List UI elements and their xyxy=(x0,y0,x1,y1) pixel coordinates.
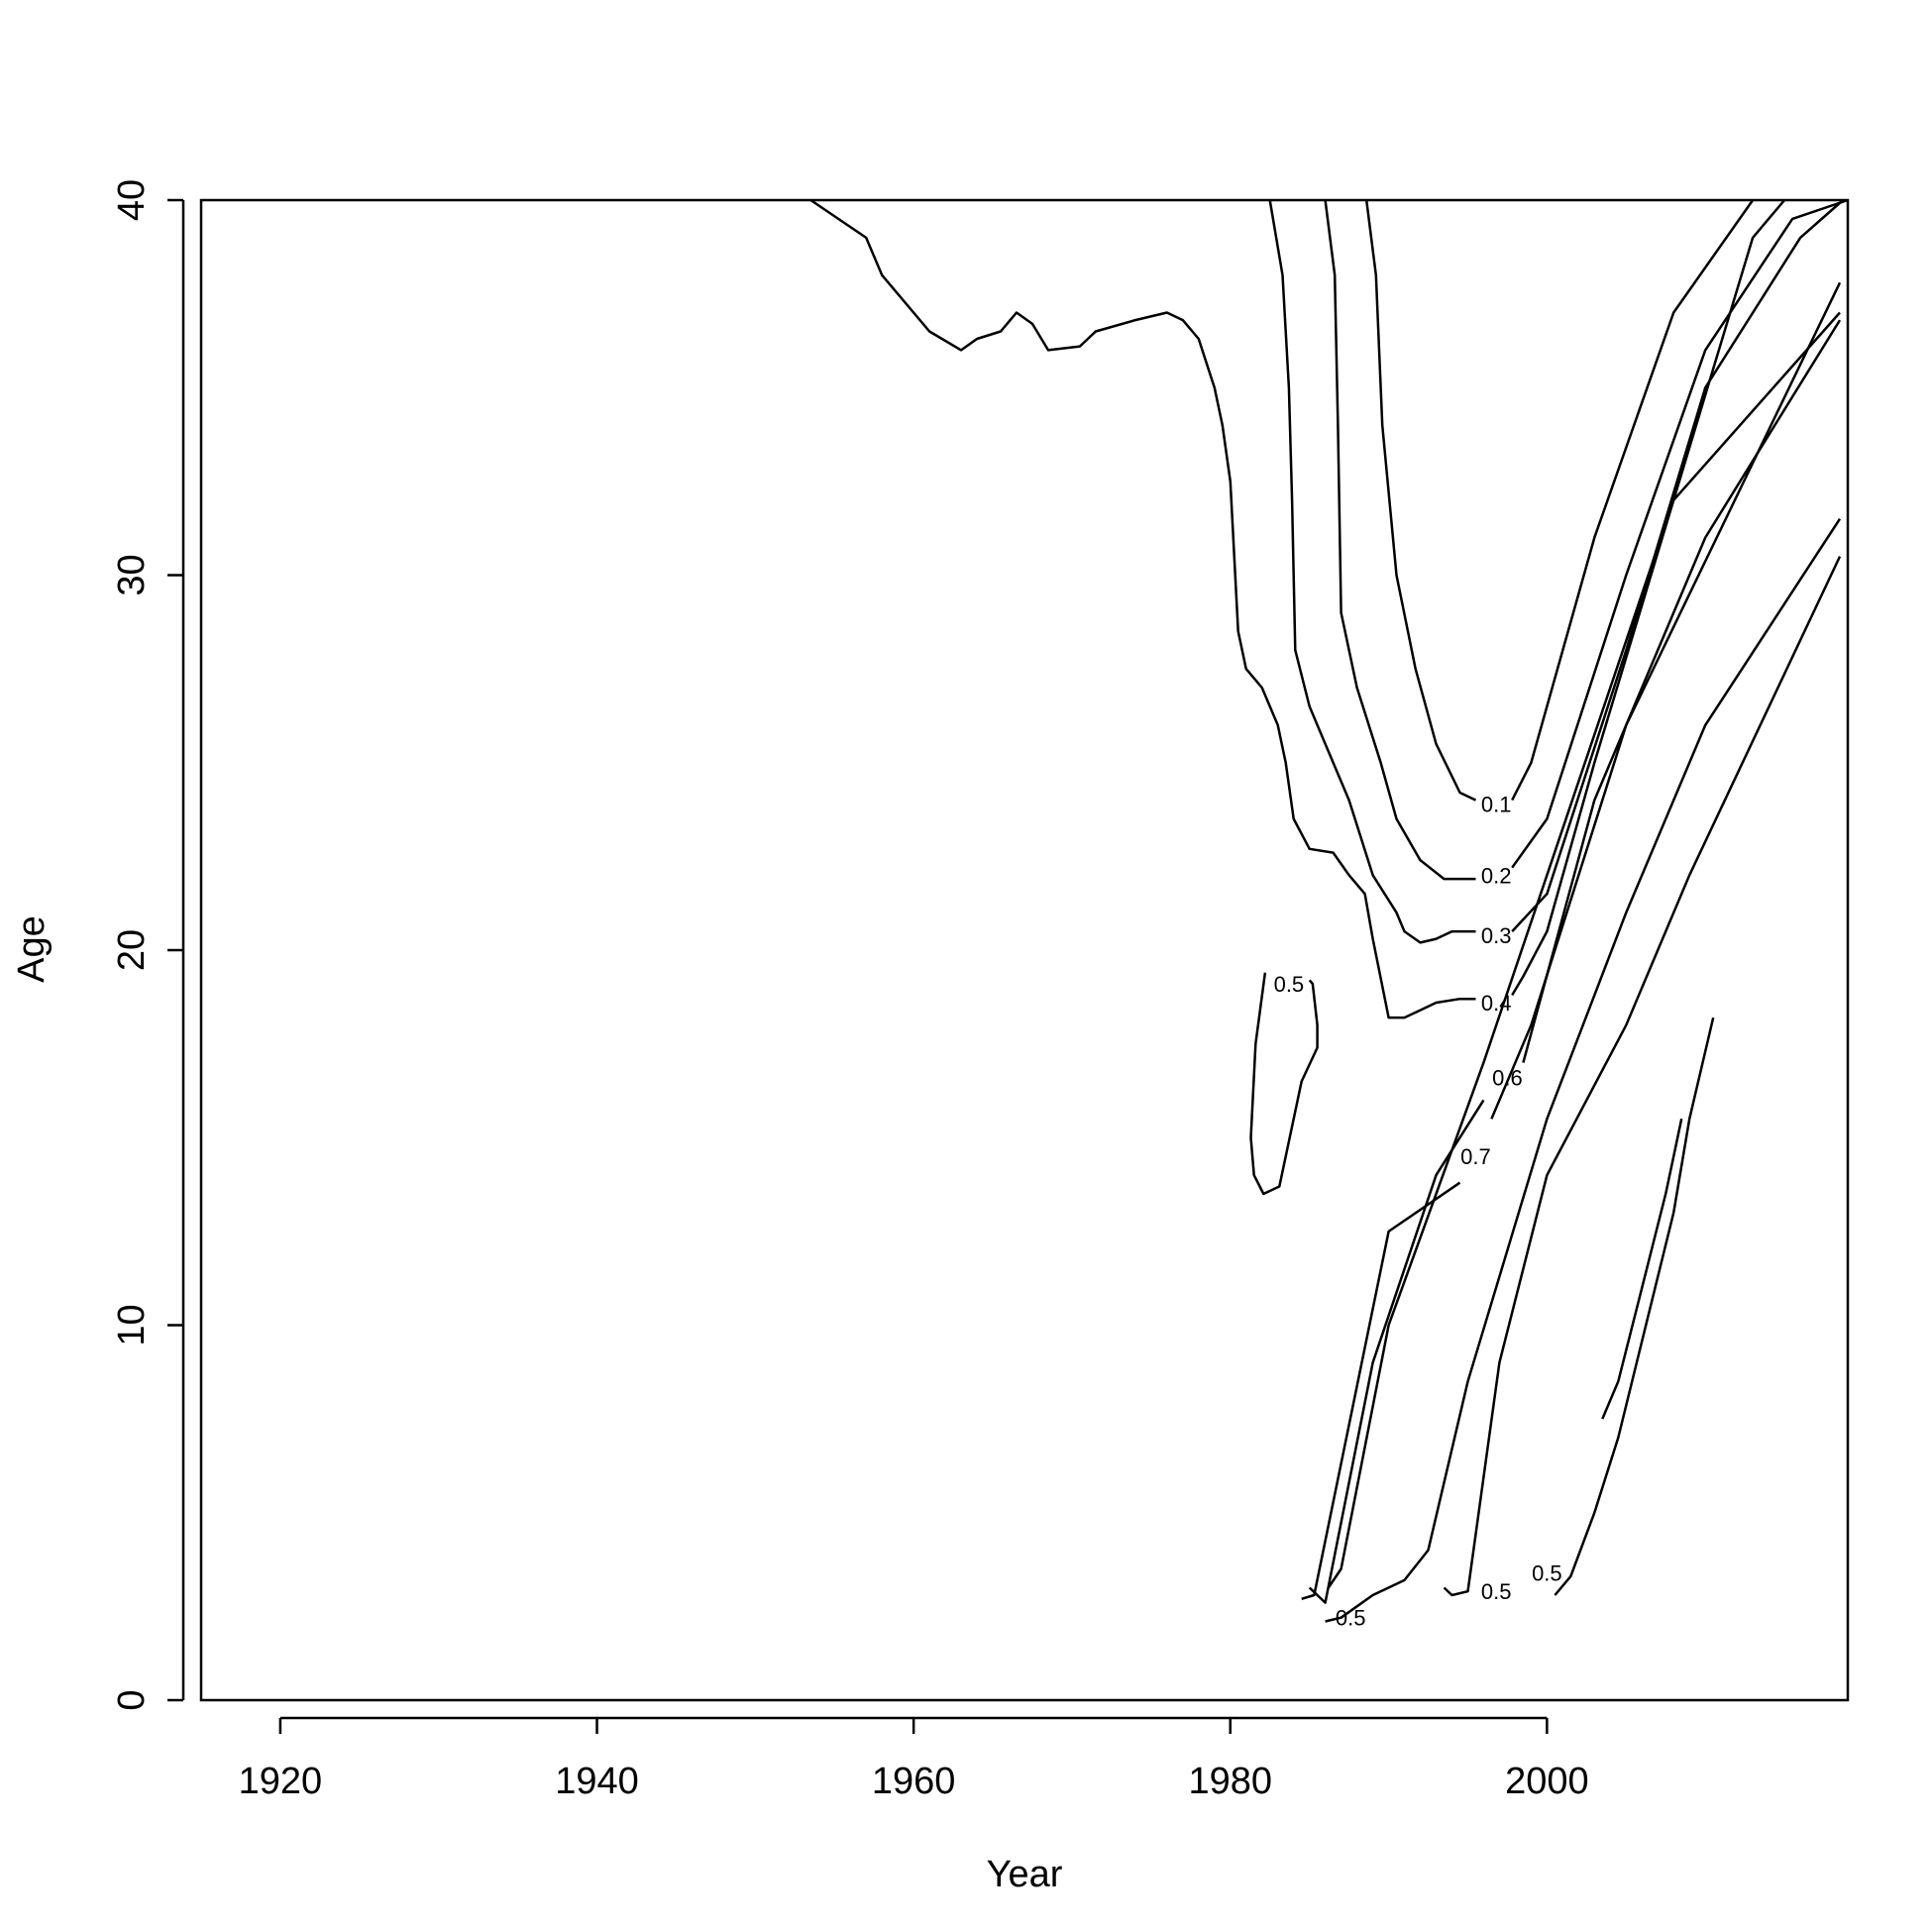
contour-level-label: 0.5 xyxy=(1274,972,1305,997)
contour-level-label: 0.7 xyxy=(1460,1144,1491,1169)
y-tick-label: 10 xyxy=(111,1304,153,1345)
contour-line xyxy=(1490,281,1842,1120)
contour-line xyxy=(1301,1181,1461,1600)
contour-level-label: 0.2 xyxy=(1481,863,1512,888)
contour-line xyxy=(1268,199,1476,944)
contour-line xyxy=(809,198,1476,1020)
contour-line xyxy=(1249,972,1319,1196)
contour-line xyxy=(1522,319,1842,1063)
contour-level-label: 0.1 xyxy=(1481,792,1512,816)
contour-labels: 0.4 0.3 0.2 0.1 0.5 0.7 0.6 0.5 0.5 0.5 xyxy=(1274,792,1562,1630)
contour-line xyxy=(1511,199,1755,802)
x-tick-label: 2000 xyxy=(1505,1761,1589,1802)
contour-line xyxy=(1443,556,1842,1597)
contour-line xyxy=(1511,198,1849,869)
x-axis-title: Year xyxy=(987,1854,1063,1895)
contour-line xyxy=(1511,199,1786,997)
contour-level-label: 0.4 xyxy=(1481,991,1512,1016)
contour-level-label: 0.3 xyxy=(1481,923,1512,948)
y-axis: 0 10 20 30 40 xyxy=(111,179,185,1711)
contour-level-label: 0.5 xyxy=(1336,1606,1366,1631)
y-tick-label: 20 xyxy=(111,929,153,971)
y-tick-label: 40 xyxy=(111,179,153,221)
x-axis: 1920 1940 1960 1980 2000 xyxy=(239,1716,1589,1802)
plot-frame xyxy=(199,198,1850,1702)
contour-line xyxy=(1601,1119,1683,1420)
contour-level-label: 0.5 xyxy=(1481,1579,1512,1604)
contour-line xyxy=(1327,311,1841,1589)
y-tick-label: 30 xyxy=(111,554,153,595)
contour-level-label: 0.5 xyxy=(1532,1560,1562,1585)
contour-line xyxy=(1511,199,1845,932)
y-tick-label: 0 xyxy=(111,1689,153,1710)
x-tick-label: 1960 xyxy=(872,1761,956,1802)
x-tick-label: 1920 xyxy=(239,1761,323,1802)
contour-line xyxy=(1554,1017,1715,1596)
contour-line xyxy=(1364,199,1477,802)
y-axis-title: Age xyxy=(11,915,53,983)
contour-line xyxy=(1325,518,1842,1623)
contour-lines xyxy=(809,198,1849,1623)
x-tick-label: 1980 xyxy=(1188,1761,1272,1802)
contour-line xyxy=(1308,1099,1485,1604)
x-tick-label: 1940 xyxy=(555,1761,639,1802)
contour-level-label: 0.6 xyxy=(1492,1066,1523,1091)
contour-line xyxy=(1324,199,1476,881)
